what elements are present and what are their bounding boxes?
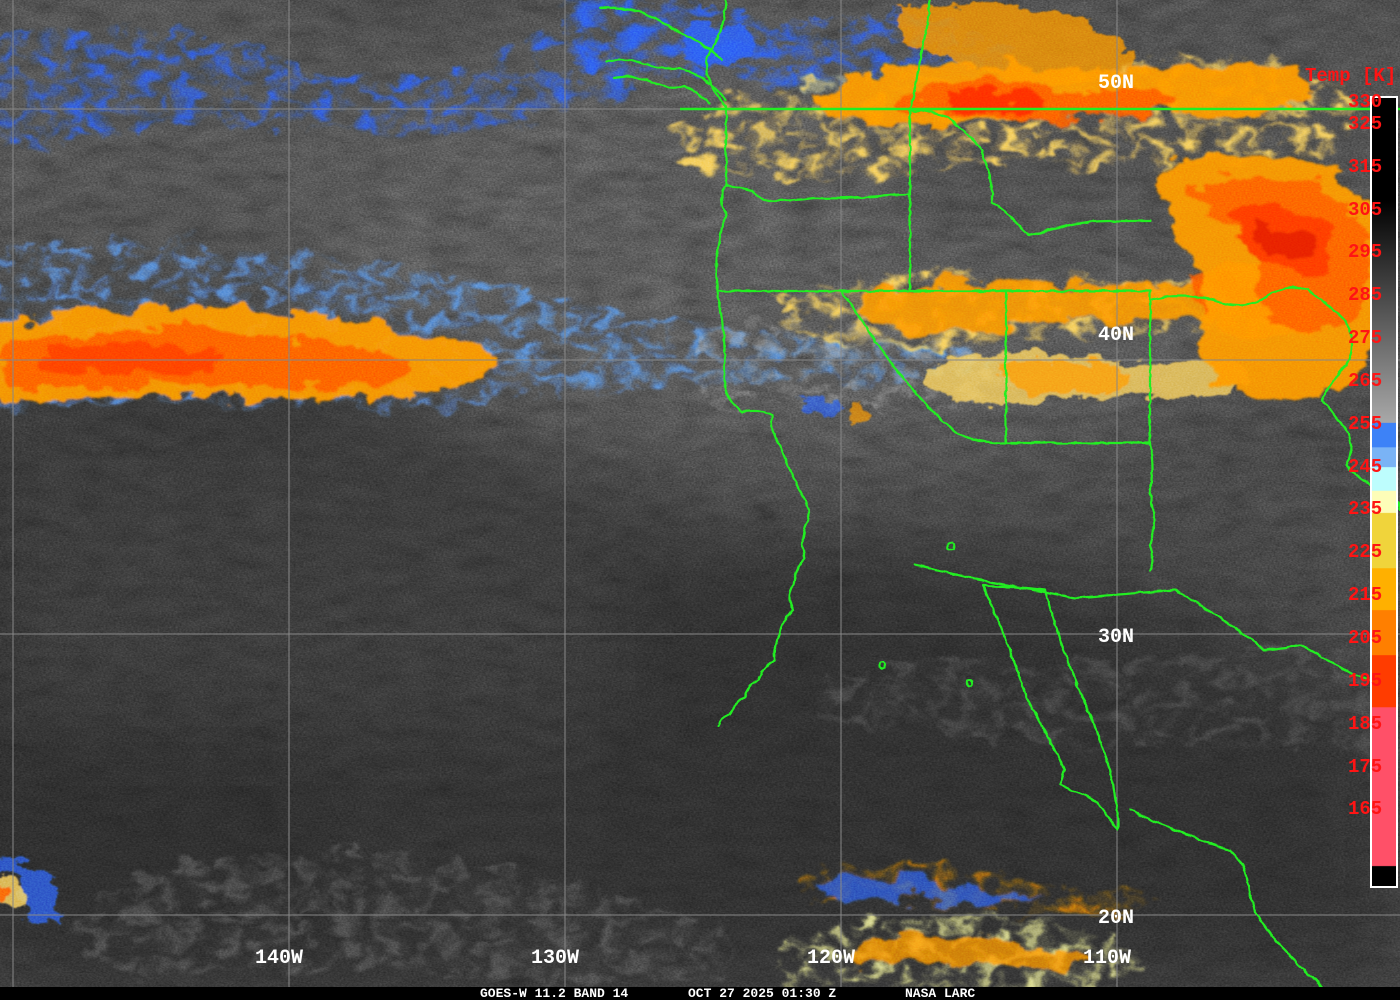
svg-text:NASA LARC: NASA LARC — [905, 986, 975, 1000]
svg-text:OCT 27 2025 01:30 Z: OCT 27 2025 01:30 Z — [688, 986, 836, 1000]
svg-text:GOES-W 11.2 BAND 14: GOES-W 11.2 BAND 14 — [480, 986, 628, 1000]
